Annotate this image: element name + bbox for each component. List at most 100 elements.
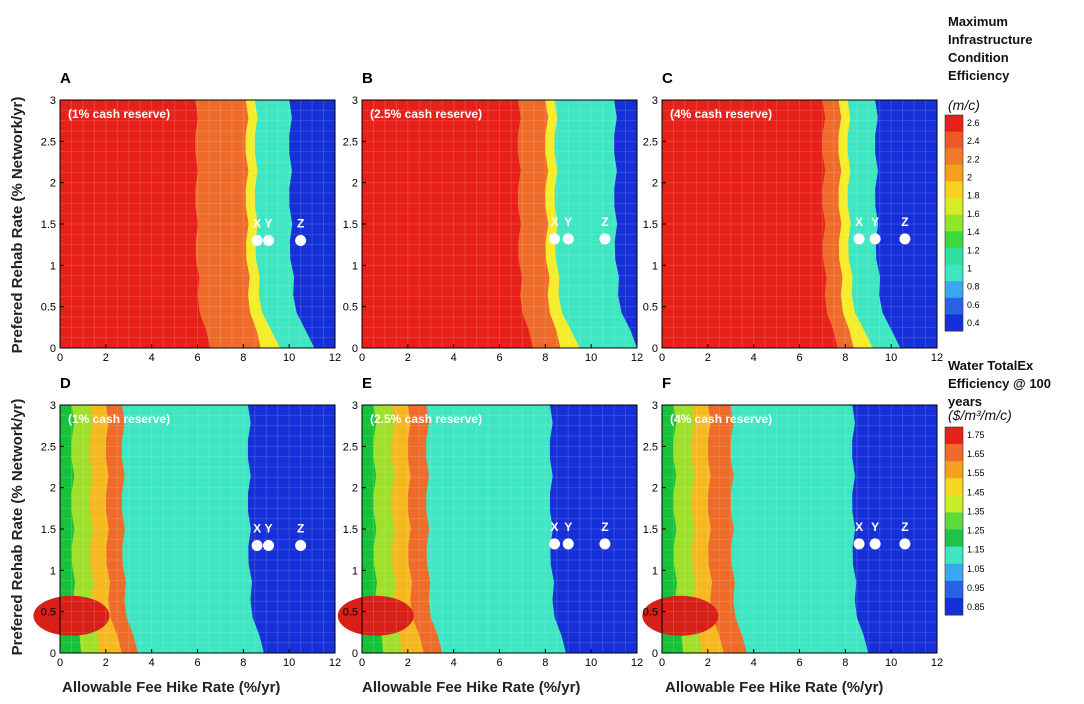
colorbar-unit: (m/c): [948, 97, 980, 113]
x-tick-label: 4: [149, 352, 155, 364]
scenario-point-label: Z: [901, 215, 908, 229]
scenario-point-z: [899, 538, 911, 550]
panel-inset-label: (1% cash reserve): [68, 412, 170, 426]
scenario-point-z: [295, 540, 307, 552]
colorbar-title-line: Efficiency @ 100: [948, 376, 1051, 391]
panel-f: 0 2 4 6 8 10 12 0 0.5 1 1.5 2 2.5 3F (4% cash reserve)…: [642, 375, 943, 669]
colorbar-swatch: [945, 198, 963, 216]
x-axis-title-d: Allowable Fee Hike Rate (%/yr): [62, 679, 280, 696]
x-tick-label: 12: [931, 352, 943, 364]
scenario-point-z: [899, 233, 911, 245]
colorbar-swatch: [945, 478, 963, 496]
y-tick-label: 1: [50, 565, 56, 577]
y-tick-label: 1.5: [343, 524, 358, 536]
scenario-point-label: Z: [601, 215, 608, 229]
colorbar-tick-label: 2.2: [967, 154, 980, 164]
colorbar-swatch: [945, 597, 963, 616]
x-tick-label: 6: [796, 352, 802, 364]
colorbar-swatch: [945, 115, 963, 133]
x-tick-label: 0: [57, 657, 63, 669]
heatmap-hotspot: [337, 595, 414, 636]
colorbar-swatch: [945, 512, 963, 531]
scenario-point-label: Z: [901, 520, 908, 534]
colorbar-tick-label: 1: [967, 263, 972, 273]
y-tick-label: 2.5: [343, 136, 358, 148]
y-tick-label: 0.5: [41, 607, 56, 619]
panel-c: 0 2 4 6 8 10 12 0 0.5 1 1.5 2 2.5 3C (4% cash reserve)…: [643, 70, 943, 364]
y-tick-label: 3: [352, 95, 358, 107]
scenario-point-label: X: [855, 520, 863, 534]
y-tick-label: 0: [652, 648, 658, 660]
scenario-point-label: Z: [297, 217, 304, 231]
scenario-point-x: [251, 235, 263, 247]
colorbar-tick-label: 1.2: [967, 245, 980, 255]
colorbar-swatch: [945, 264, 963, 282]
scenario-point-z: [295, 235, 307, 247]
heatmap-band: [852, 405, 937, 653]
colorbar-bottom: 1.75 1.65 1.55 1.45 1.35 1.25 1.15 1.05 0.95 0.85: [944, 426, 985, 616]
colorbar-tick-label: 1.25: [967, 526, 985, 536]
y-tick-label: 0.5: [343, 302, 358, 314]
y-tick-label: 2: [652, 178, 658, 190]
x-tick-label: 4: [451, 657, 457, 669]
scenario-point-label: Y: [265, 522, 273, 536]
y-tick-label: 2: [352, 483, 358, 495]
colorbar-swatch: [945, 131, 963, 149]
panel-letter: A: [60, 70, 71, 87]
scenario-point-z: [599, 538, 611, 550]
scenario-point-label: Y: [871, 520, 879, 534]
x-tick-label: 10: [885, 657, 897, 669]
y-tick-label: 1.5: [41, 524, 56, 536]
scenario-point-label: X: [253, 522, 261, 536]
scenario-point-label: Z: [297, 522, 304, 536]
y-tick-label: 0: [652, 343, 658, 355]
colorbar-swatch: [945, 231, 963, 249]
y-tick-label: 0: [352, 648, 358, 660]
colorbar-swatch: [945, 546, 963, 565]
x-tick-label: 12: [631, 657, 643, 669]
scenario-point-label: X: [550, 215, 558, 229]
colorbar-swatch: [945, 563, 963, 582]
scenario-point-x: [549, 538, 560, 550]
scenario-point-label: Y: [265, 217, 273, 231]
colorbar-tick-label: 0.95: [967, 583, 985, 593]
top-y-axis-title: Prefered Rehab Rate (% Network/yr): [9, 97, 26, 354]
colorbar-title-line: years: [948, 394, 982, 409]
y-tick-label: 2: [50, 178, 56, 190]
y-tick-label: 1: [652, 260, 658, 272]
y-tick-label: 3: [50, 95, 56, 107]
y-tick-label: 0: [50, 343, 56, 355]
heatmap-band: [875, 100, 937, 348]
heatmap-hotspot: [33, 595, 110, 636]
colorbar-top: 2.6 2.4 2.2 2 1.8 1.6 1.4 1.2 1 0.8 0.6 0.4: [944, 114, 980, 332]
scenario-point-y: [869, 538, 881, 550]
x-tick-label: 0: [659, 657, 665, 669]
x-tick-label: 0: [359, 352, 365, 364]
colorbar-title-line: Condition: [948, 50, 1009, 65]
colorbar-swatch: [945, 281, 963, 299]
panel-letter: E: [362, 375, 372, 392]
x-tick-label: 4: [751, 657, 757, 669]
panel-b: 0 2 4 6 8 10 12 0 0.5 1 1.5 2 2.5 3B (2.5% cash reserv…: [343, 70, 643, 364]
scenario-point-y: [869, 233, 881, 245]
colorbar-tick-label: 0.8: [967, 282, 980, 292]
colorbar-swatch: [945, 314, 963, 332]
y-tick-label: 2.5: [41, 441, 56, 453]
colorbar-swatch: [945, 148, 963, 166]
panel-inset-label: (1% cash reserve): [68, 107, 170, 121]
y-tick-label: 0.5: [343, 607, 358, 619]
x-tick-label: 10: [283, 657, 295, 669]
colorbar-swatch: [945, 444, 963, 462]
x-axis-title-e: Allowable Fee Hike Rate (%/yr): [362, 679, 580, 696]
y-tick-label: 3: [50, 400, 56, 412]
colorbar-unit: ($/m³/m/c): [948, 407, 1012, 423]
y-tick-label: 0: [352, 343, 358, 355]
y-tick-label: 2: [652, 483, 658, 495]
colorbar-bottom-title: Water TotalEx Efficiency @ 100 years($/m³/…: [948, 358, 1051, 423]
x-tick-label: 10: [283, 352, 295, 364]
heatmap-band: [247, 405, 335, 653]
x-tick-label: 6: [496, 657, 502, 669]
panel-inset-label: (2.5% cash reserve): [370, 412, 482, 426]
y-tick-label: 1.5: [643, 524, 658, 536]
